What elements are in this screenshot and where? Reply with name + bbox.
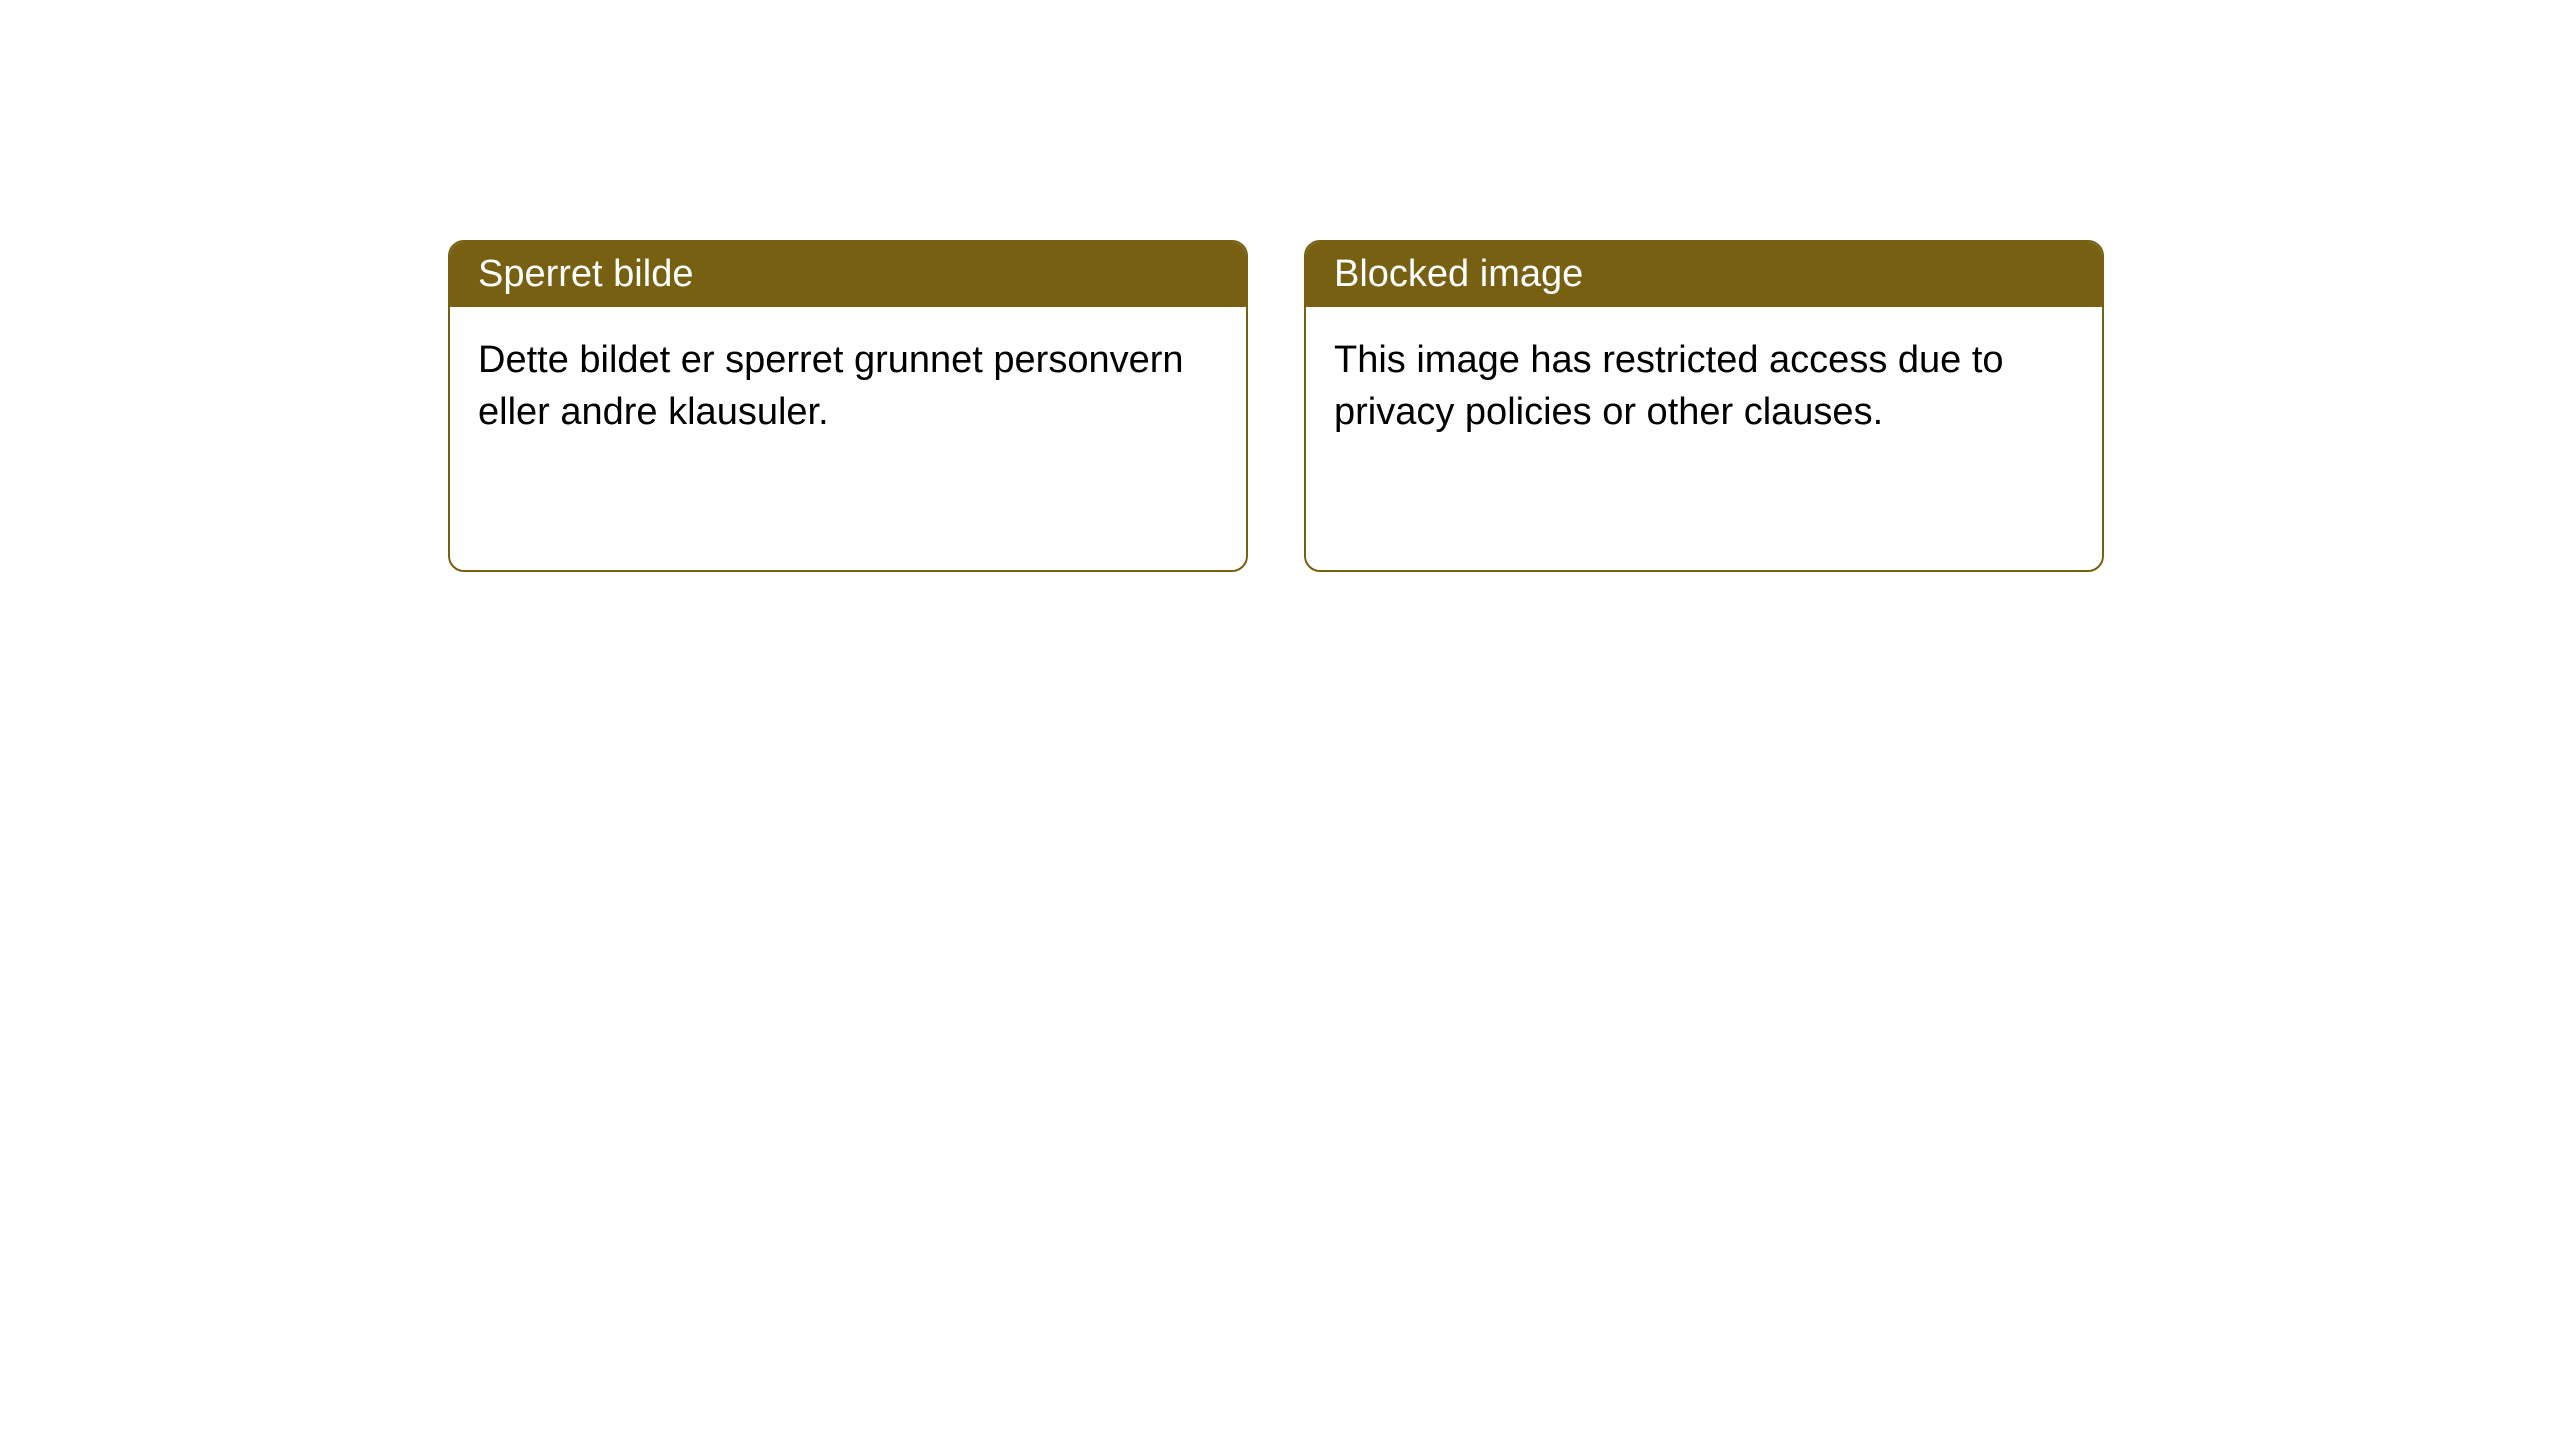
notice-body-english: This image has restricted access due to … (1306, 307, 2102, 466)
notice-box-norwegian: Sperret bilde Dette bildet er sperret gr… (448, 240, 1248, 572)
notice-header-english: Blocked image (1306, 242, 2102, 307)
notice-header-norwegian: Sperret bilde (450, 242, 1246, 307)
notice-body-norwegian: Dette bildet er sperret grunnet personve… (450, 307, 1246, 466)
notice-text-english: This image has restricted access due to … (1334, 339, 2004, 432)
notices-container: Sperret bilde Dette bildet er sperret gr… (448, 240, 2104, 572)
notice-box-english: Blocked image This image has restricted … (1304, 240, 2104, 572)
notice-text-norwegian: Dette bildet er sperret grunnet personve… (478, 339, 1184, 432)
notice-title-norwegian: Sperret bilde (478, 253, 693, 295)
notice-title-english: Blocked image (1334, 253, 1583, 295)
